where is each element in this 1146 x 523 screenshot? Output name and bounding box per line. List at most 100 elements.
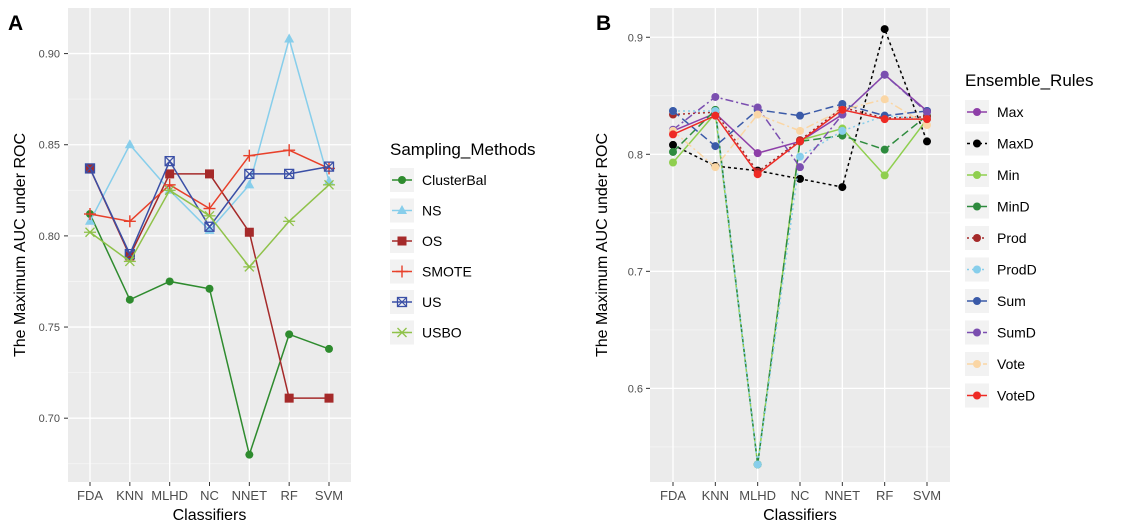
point-prodd-mlhd: [753, 460, 762, 469]
point-ns-rf: [284, 33, 295, 43]
legend-label-sumd: SumD: [997, 325, 1036, 341]
point-usbo-svm: [323, 179, 335, 190]
legend-key-marker: [973, 171, 981, 179]
legend-key-marker: [397, 205, 407, 214]
legend-label-voted: VoteD: [997, 388, 1035, 404]
point-smote-mlhd: [163, 178, 176, 191]
point-sum-nc: [796, 111, 804, 120]
point-voted-nc: [796, 137, 804, 146]
point-us-mlhd: [164, 155, 175, 167]
legend-key-marker: [973, 360, 981, 368]
legend-label-sum: Sum: [997, 293, 1026, 309]
x-ticks-b: FDA KNN MLHD NC NNET RF SVM: [660, 482, 941, 503]
x-tick-label-mlhd: MLHD: [739, 488, 776, 503]
series-group-b: [669, 25, 931, 469]
point-usbo-mlhd: [163, 185, 176, 196]
legend-label-clusterbal: ClusterBal: [422, 172, 487, 188]
y-ticks-a: 0.70 0.75 0.80 0.85 0.90: [39, 49, 68, 425]
series-usbo: [84, 179, 335, 272]
point-usbo-knn: [123, 256, 136, 267]
series-us: [84, 155, 335, 260]
x-tick-label-fda: FDA: [660, 488, 686, 503]
x-tick-label-svm: SVM: [913, 488, 941, 503]
point-maxd-rf: [880, 25, 889, 34]
legend-label-mind: MinD: [997, 199, 1030, 215]
point-clusterbal-nc: [205, 284, 214, 293]
legend-item-voted: VoteD: [965, 383, 1035, 408]
x-tick-label-nc: NC: [200, 488, 219, 503]
point-voted-rf: [880, 115, 889, 124]
panel-label-a: A: [8, 12, 23, 35]
y-tick-label: 0.90: [39, 49, 60, 61]
point-sum-nnet: [838, 99, 847, 108]
point-clusterbal-mlhd: [165, 277, 174, 286]
legend-item-max: Max: [965, 100, 1023, 124]
point-vote-knn: [711, 163, 720, 172]
y-tick-label: 0.8: [628, 149, 643, 161]
point-usbo-rf: [283, 216, 296, 227]
legend-key-marker: [973, 202, 981, 211]
point-vote-svm: [923, 121, 931, 130]
legend-label-smote: SMOTE: [422, 264, 472, 280]
x-tick-label-nnet: NNET: [825, 488, 860, 503]
point-mind-fda: [669, 147, 677, 156]
legend-item-maxd: MaxD: [965, 131, 1034, 156]
point-usbo-nnet: [243, 261, 256, 272]
x-ticks-a: FDA KNN MLHD NC NNET RF SVM: [77, 482, 343, 503]
x-tick-label-nnet: NNET: [232, 488, 267, 503]
legend-label-prodd: ProdD: [997, 262, 1037, 278]
point-voted-knn: [711, 111, 720, 120]
point-voted-nnet: [838, 105, 847, 114]
point-ns-nnet: [244, 179, 255, 189]
point-sumd-rf: [880, 70, 889, 79]
x-tick-label-knn: KNN: [702, 488, 729, 503]
point-ns-knn: [124, 139, 135, 149]
x-tick-label-nc: NC: [791, 488, 810, 503]
point-us-nnet: [244, 168, 255, 180]
y-axis-title-b: The Maximum AUC under ROC: [594, 133, 611, 357]
y-tick-label: 0.9: [628, 32, 643, 44]
legend-key-marker: [973, 328, 981, 337]
legend-key-marker: [398, 176, 406, 184]
legend-item-ns: NS: [390, 198, 441, 223]
point-maxd-nc: [796, 174, 804, 183]
legend-item-sum: Sum: [965, 289, 1026, 313]
x-tick-label-knn: KNN: [116, 488, 143, 503]
y-tick-label: 0.75: [39, 322, 60, 334]
legend-label-ns: NS: [422, 203, 441, 219]
legend-key-marker: [396, 296, 408, 308]
series-group-a: [84, 33, 335, 459]
point-sum-fda: [669, 106, 677, 115]
legend-item-prod: Prod: [965, 226, 1027, 250]
point-clusterbal-knn: [125, 295, 134, 304]
point-smote-knn: [123, 215, 136, 228]
legend-a: Sampling_Methods ClusterBal NS OS SMOTE US US…: [390, 140, 536, 345]
point-vote-rf: [880, 95, 889, 104]
y-tick-label: 0.80: [39, 231, 60, 243]
legend-label-max: Max: [997, 104, 1023, 120]
point-voted-fda: [669, 130, 677, 139]
panel-a: A FDA KNN MLHD NC NNET RF SVM 0.70 0.75 0.80 0.85…: [8, 8, 536, 523]
x-tick-label-rf: RF: [876, 488, 893, 503]
legend-key-marker: [397, 236, 407, 246]
legend-label-prod: Prod: [997, 230, 1027, 246]
legend-key-marker: [973, 391, 981, 400]
point-smote-rf: [283, 144, 296, 157]
point-os-nc: [205, 169, 214, 179]
legend-item-usbo: USBO: [390, 320, 462, 345]
x-tick-label-fda: FDA: [77, 488, 103, 503]
point-prodd-nc: [796, 152, 804, 161]
legend-key-marker: [973, 234, 981, 242]
point-sum-knn: [711, 142, 720, 151]
legend-key-marker: [396, 265, 408, 278]
legend-item-smote: SMOTE: [390, 259, 472, 284]
point-us-fda: [84, 163, 96, 174]
point-us-nc: [204, 221, 215, 232]
point-usbo-nc: [203, 210, 216, 221]
point-smote-nnet: [243, 149, 256, 162]
legend-title-b: Ensemble_Rules: [965, 71, 1094, 90]
point-voted-mlhd: [753, 170, 762, 179]
point-sumd-nc: [796, 163, 804, 172]
point-min-rf: [880, 171, 889, 180]
legend-label-os: OS: [422, 233, 442, 249]
